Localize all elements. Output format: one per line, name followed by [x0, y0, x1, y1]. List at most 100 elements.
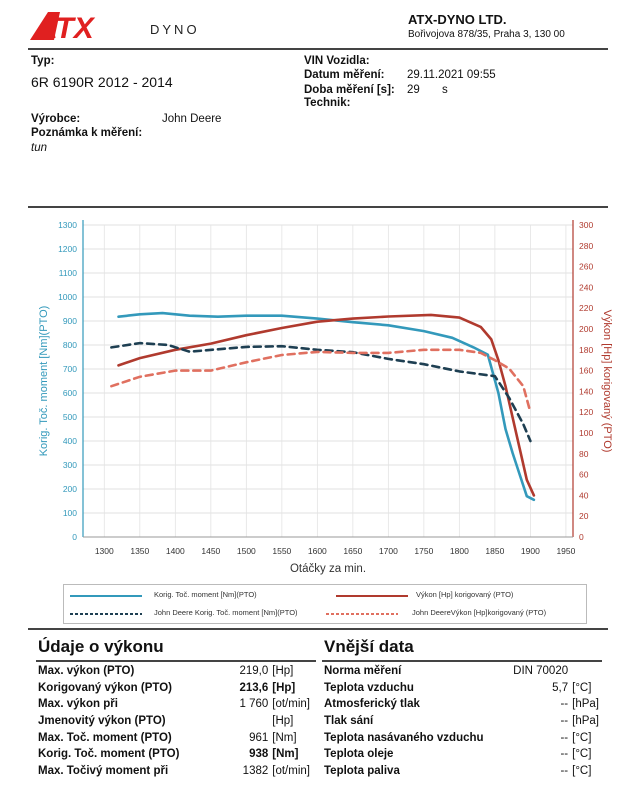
performance-row: Korig. Toč. moment (PTO) 938 [Nm]: [38, 746, 310, 763]
external-title: Vnější data: [324, 637, 414, 656]
x-axis-tick-label: 1850: [485, 546, 504, 556]
performance-row: Max. Točivý moment při 1382 [ot/min]: [38, 763, 310, 780]
external-row: Teplota paliva -- [°C]: [324, 763, 600, 780]
manufacturer-value: John Deere: [162, 113, 222, 125]
performance-value: 1 760: [239, 698, 269, 711]
external-label: Norma měření: [324, 665, 402, 678]
external-value: --: [560, 715, 569, 728]
legend-swatch-2: [336, 595, 408, 597]
external-row: Teplota oleje -- [°C]: [324, 746, 600, 763]
right-axis-tick-label: 40: [579, 490, 589, 500]
right-axis-tick-label: 20: [579, 511, 589, 521]
x-axis-tick-label: 1900: [521, 546, 540, 556]
performance-row: Max. Toč. moment (PTO) 961 [Nm]: [38, 729, 310, 746]
performance-unit: [Hp]: [272, 665, 294, 678]
x-axis-tick-label: 1400: [166, 546, 185, 556]
x-axis-title: Otáčky za min.: [290, 563, 366, 575]
external-unit: [°C]: [572, 731, 592, 744]
note-label: Poznámka k měření:: [31, 127, 143, 139]
left-axis-tick-label: 300: [63, 460, 77, 470]
technician-label: Technik:: [304, 97, 351, 109]
performance-table: Max. výkon (PTO) 219,0 [Hp] Korigovaný výko…: [38, 663, 310, 779]
external-table: Norma měření DIN 70020 Teplota vzduchu 5,7[…: [324, 663, 600, 779]
legend-swatch-1: [70, 595, 142, 597]
performance-divider: [36, 660, 316, 662]
right-axis-tick-label: 120: [579, 407, 593, 417]
left-axis-tick-label: 900: [63, 316, 77, 326]
external-label: Teplota vzduchu: [324, 681, 414, 694]
left-axis-tick-label: 100: [63, 508, 77, 518]
performance-row: Korigovaný výkon (PTO) 213,6 [Hp]: [38, 680, 310, 697]
duration-value: 29: [407, 84, 420, 96]
series-line-1: [117, 311, 536, 502]
external-unit: [568, 663, 600, 680]
performance-row: Max. výkon při 1 760 [ot/min]: [38, 696, 310, 713]
external-unit: [hPa]: [572, 715, 599, 728]
external-value: DIN 70020: [513, 665, 569, 678]
external-value: --: [560, 731, 569, 744]
legend-swatch-3: [70, 613, 142, 615]
x-axis-tick-label: 1800: [450, 546, 469, 556]
external-value: --: [560, 748, 569, 761]
date-value: 29.11.2021 09:55: [407, 69, 496, 81]
external-value: --: [560, 764, 569, 777]
right-axis-tick-label: 140: [579, 386, 593, 396]
type-value: 6R 6190R 2012 - 2014: [31, 74, 173, 90]
left-axis-tick-label: 1200: [58, 244, 77, 254]
performance-unit: [Hp]: [272, 715, 294, 728]
performance-label: Max. Toč. moment (PTO): [38, 731, 172, 744]
left-axis-tick-label: 800: [63, 340, 77, 350]
performance-value: [212, 713, 268, 730]
chart-divider: [28, 628, 608, 630]
performance-value: 213,6: [239, 681, 269, 694]
right-axis-tick-label: 0: [579, 532, 584, 542]
legend-swatch-4: [326, 613, 398, 615]
left-axis-title: Korig. Toč. moment [Nm](PTO): [38, 306, 50, 457]
right-axis-tick-label: 160: [579, 366, 593, 376]
external-row: Norma měření DIN 70020: [324, 663, 600, 680]
legend-label-2: Výkon [Hp] korigovaný (PTO): [416, 590, 514, 599]
performance-label: Max. Točivý moment při: [38, 764, 169, 777]
x-axis-tick-label: 1750: [414, 546, 433, 556]
right-axis-tick-label: 220: [579, 303, 593, 313]
left-axis-tick-label: 500: [63, 412, 77, 422]
legend-label-4: John DeereVýkon [Hp]korigovaný (PTO): [412, 608, 547, 617]
note-value: tun: [31, 142, 47, 154]
x-axis-tick-label: 1550: [272, 546, 291, 556]
performance-title: Údaje o výkonu: [38, 637, 164, 656]
performance-unit: [ot/min]: [272, 698, 310, 711]
right-axis-title: Výkon [Hp] korigovaný (PTO): [601, 310, 613, 453]
performance-label: Jmenovitý výkon (PTO): [38, 715, 166, 728]
svg-text:DYNO: DYNO: [150, 22, 200, 37]
external-divider: [322, 660, 602, 662]
x-axis-tick-label: 1700: [379, 546, 398, 556]
performance-label: Max. výkon při: [38, 698, 118, 711]
performance-unit: [Nm]: [272, 748, 299, 761]
external-unit: [°C]: [572, 748, 592, 761]
right-axis-tick-label: 300: [579, 220, 593, 230]
atx-dyno-logo: ATX DYNO: [30, 10, 200, 45]
external-row: Atmosferický tlak -- [hPa]: [324, 696, 600, 713]
vin-label: VIN Vozidla:: [304, 55, 370, 67]
company-name: ATX-DYNO LTD.: [408, 12, 507, 27]
left-axis-tick-label: 0: [72, 532, 77, 542]
legend-label-3: John Deere Korig. Toč. moment [Nm](PTO): [154, 608, 298, 617]
performance-value: 1382: [242, 764, 269, 777]
external-label: Teplota oleje: [324, 748, 394, 761]
right-axis-tick-label: 200: [579, 324, 593, 334]
performance-label: Max. výkon (PTO): [38, 665, 135, 678]
performance-value: 961: [249, 731, 269, 744]
chart-legend: Korig. Toč. moment [Nm](PTO) Výkon [Hp] …: [63, 584, 587, 624]
external-row: Tlak sání -- [hPa]: [324, 713, 600, 730]
right-axis-tick-label: 240: [579, 282, 593, 292]
performance-value: 219,0: [239, 665, 269, 678]
performance-unit: [Nm]: [272, 731, 297, 744]
x-axis-tick-label: 1600: [308, 546, 327, 556]
external-unit: [°C]: [572, 681, 592, 694]
right-axis-tick-label: 180: [579, 345, 593, 355]
series-line-2: [117, 313, 536, 497]
right-axis-tick-label: 260: [579, 262, 593, 272]
external-label: Atmosferický tlak: [324, 698, 420, 711]
x-axis-tick-label: 1300: [95, 546, 114, 556]
date-label: Datum měření:: [304, 69, 385, 81]
